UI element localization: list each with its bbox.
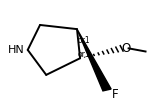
Text: or1: or1 [78,50,90,59]
Text: F: F [111,88,118,101]
Polygon shape [77,29,111,91]
Text: HN: HN [8,45,24,55]
Text: O: O [121,42,130,55]
Text: or1: or1 [78,36,90,45]
